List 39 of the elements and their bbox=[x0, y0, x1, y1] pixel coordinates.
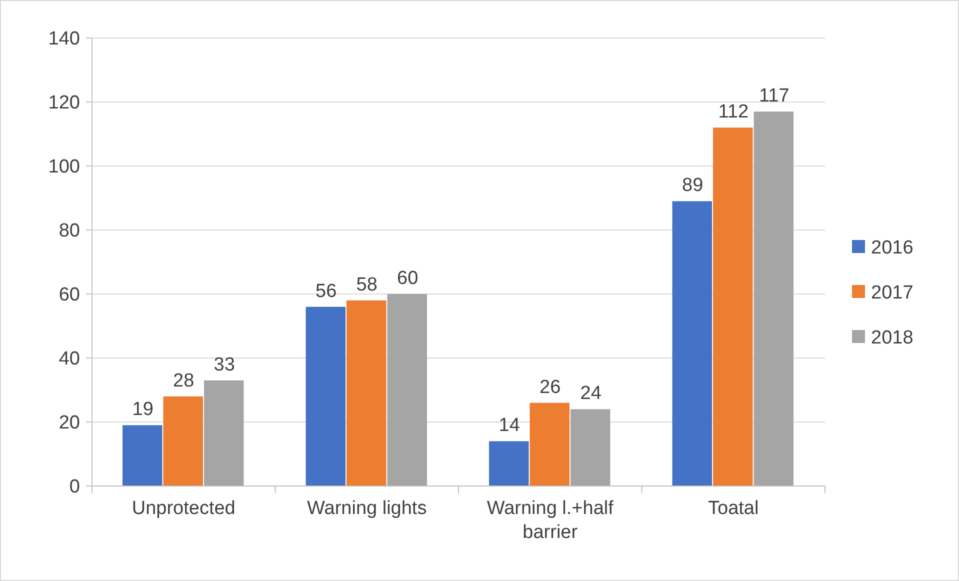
x-tick-label: Unprotected bbox=[132, 498, 236, 519]
y-tick-label: 100 bbox=[48, 156, 80, 178]
bar bbox=[204, 380, 244, 486]
bar bbox=[489, 441, 529, 486]
y-tick-label: 0 bbox=[69, 476, 80, 498]
data-label: 60 bbox=[397, 268, 418, 289]
data-label: 28 bbox=[173, 370, 194, 392]
y-tick-label: 80 bbox=[58, 220, 80, 242]
data-label: 89 bbox=[682, 175, 704, 196]
legend-label: 2018 bbox=[871, 328, 914, 349]
x-tick-label: Toatal bbox=[708, 498, 759, 519]
legend-label: 2017 bbox=[871, 282, 914, 304]
bar bbox=[713, 128, 753, 486]
data-label: 33 bbox=[214, 354, 235, 376]
bar bbox=[306, 306, 346, 486]
data-label: 14 bbox=[498, 415, 520, 436]
bar bbox=[163, 396, 203, 486]
bar bbox=[570, 409, 610, 486]
y-tick-label: 20 bbox=[58, 412, 80, 434]
bar bbox=[346, 300, 386, 486]
data-label: 19 bbox=[132, 399, 154, 420]
bar bbox=[672, 201, 712, 486]
y-tick-label: 60 bbox=[58, 284, 80, 306]
data-label: 56 bbox=[316, 280, 337, 302]
data-label: 24 bbox=[580, 383, 602, 404]
y-tick-label: 140 bbox=[48, 28, 80, 50]
y-tick-label: 120 bbox=[48, 92, 80, 114]
x-tick-label: Warning lights bbox=[307, 498, 427, 519]
data-label: 26 bbox=[540, 376, 561, 398]
bar bbox=[387, 294, 427, 486]
data-label: 58 bbox=[356, 274, 378, 296]
bar bbox=[754, 112, 794, 486]
data-label: 112 bbox=[718, 102, 749, 123]
data-label: 117 bbox=[758, 86, 790, 107]
bar bbox=[122, 425, 162, 486]
legend-label: 2016 bbox=[871, 238, 914, 259]
x-tick-label: Warning l.+half barrier bbox=[486, 498, 614, 543]
bar bbox=[530, 402, 570, 486]
y-tick-label: 40 bbox=[58, 348, 80, 370]
